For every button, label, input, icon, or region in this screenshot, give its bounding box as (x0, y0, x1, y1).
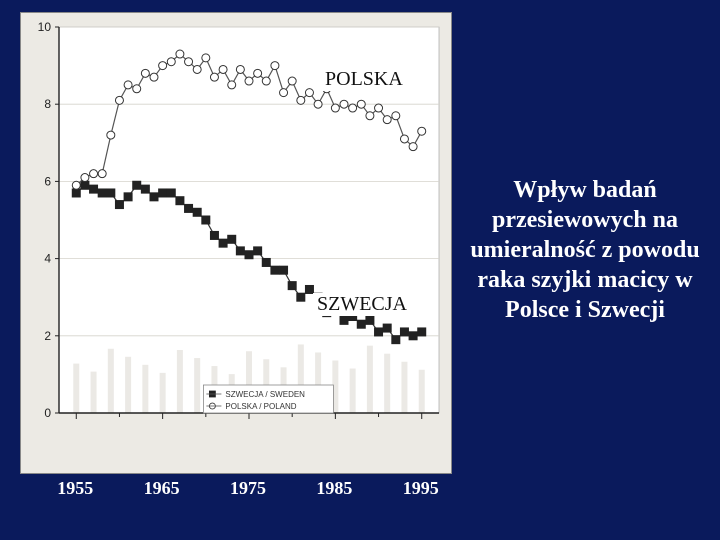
x-axis-overlay-labels: 1955 1965 1975 1985 1995 (20, 478, 450, 508)
svg-text:2: 2 (44, 329, 51, 343)
x-axis-label: 1975 (230, 478, 266, 499)
chart-container: 0 2 4 6 8 10 SZWECJA / SWEDEN POLSKA / POLAND P… (20, 12, 452, 474)
series-label-szwecja: SZWECJA (313, 293, 411, 316)
svg-text:4: 4 (44, 252, 51, 266)
x-axis-label: 1955 (57, 478, 93, 499)
svg-text:6: 6 (44, 174, 51, 188)
slide-root: 0 2 4 6 8 10 SZWECJA / SWEDEN POLSKA / POLAND P… (0, 0, 720, 540)
svg-text:8: 8 (44, 97, 51, 111)
svg-text:0: 0 (44, 406, 51, 420)
x-axis-label: 1995 (403, 478, 439, 499)
x-axis-label: 1985 (316, 478, 352, 499)
svg-text:POLSKA / POLAND: POLSKA / POLAND (225, 402, 296, 411)
series-label-polska: POLSKA (321, 68, 407, 91)
x-axis-label: 1965 (144, 478, 180, 499)
svg-text:10: 10 (38, 20, 52, 34)
svg-text:SZWECJA / SWEDEN: SZWECJA / SWEDEN (225, 390, 305, 399)
slide-title: Wpływ badań przesiewowych na umieralność… (460, 175, 710, 325)
